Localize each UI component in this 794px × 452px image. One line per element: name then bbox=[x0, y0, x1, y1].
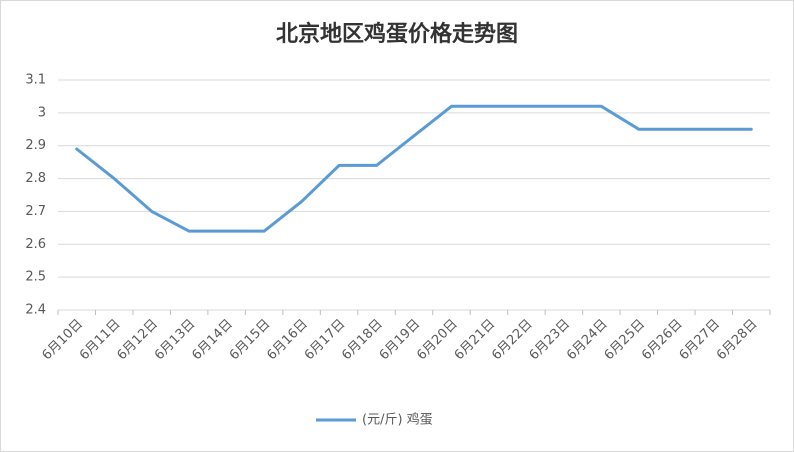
y-tick-label: 3.1 bbox=[25, 73, 46, 88]
y-tick-label: 2.5 bbox=[25, 270, 46, 285]
chart-title: 北京地区鸡蛋价格走势图 bbox=[276, 21, 518, 47]
y-tick-label: 2.4 bbox=[25, 303, 46, 318]
y-tick-label: 2.9 bbox=[25, 138, 46, 153]
data-line bbox=[75, 104, 753, 233]
y-tick-label: 2.7 bbox=[25, 204, 46, 219]
y-tick-label: 2.6 bbox=[25, 237, 46, 252]
legend-label: (元/斤) 鸡蛋 bbox=[362, 412, 433, 428]
y-tick-label: 3 bbox=[38, 105, 46, 120]
y-tick-label: 2.8 bbox=[25, 171, 46, 186]
